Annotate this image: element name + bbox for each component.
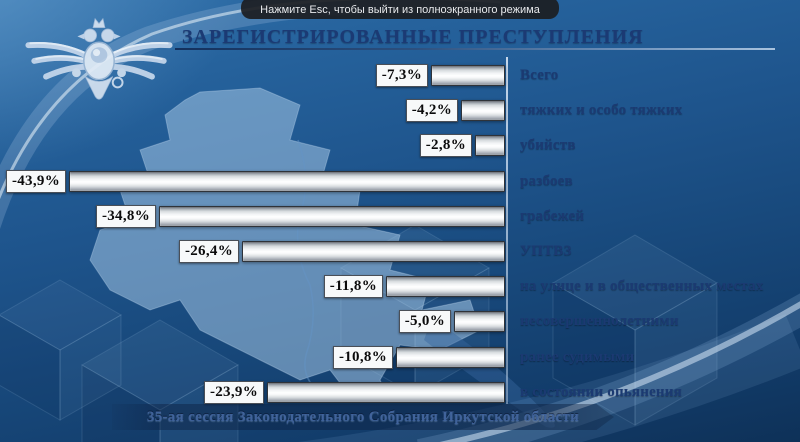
bar-value-chip: -4,2% — [405, 99, 458, 123]
bar — [454, 311, 505, 333]
category-label: ранее судимыми — [520, 348, 635, 365]
bar-group: -26,4% — [0, 234, 505, 269]
bar-group: -7,3% — [0, 58, 505, 93]
chart-row: -2,8% убийств — [0, 128, 800, 163]
chart-row: -23,9% в состоянии опьянения — [0, 375, 800, 410]
bar-group: -10,8% — [0, 340, 505, 375]
bar-group: -34,8% — [0, 199, 505, 234]
bar-group: -4,2% — [0, 93, 505, 128]
bar — [267, 381, 505, 403]
bar — [69, 170, 505, 192]
bar — [159, 205, 505, 227]
category-label: в состоянии опьянения — [520, 383, 682, 400]
slide-title: ЗАРЕГИСТРИРОВАННЫЕ ПРЕСТУПЛЕНИЯ — [182, 26, 644, 48]
toast-text: Нажмите Esc, чтобы выйти из полноэкранно… — [260, 4, 540, 16]
bar — [396, 346, 505, 368]
bar-value-chip: -7,3% — [375, 64, 428, 87]
bar-value-chip: -26,4% — [178, 240, 239, 263]
bar — [475, 135, 505, 157]
category-label: Всего — [520, 67, 559, 83]
bar — [461, 100, 505, 122]
category-label: грабежей — [520, 207, 585, 224]
chart-axis-line — [506, 57, 508, 404]
eagle-icon — [25, 17, 173, 100]
chart-row: -4,2% тяжких и особо тяжких — [0, 93, 800, 128]
bar-group: -5,0% — [0, 304, 505, 339]
category-label: разбоев — [520, 172, 573, 189]
chart-row: -43,9% разбоев — [0, 164, 800, 199]
bar-group: -43,9% — [0, 164, 505, 199]
bar-value-chip: -2,8% — [419, 134, 472, 158]
bar-value-chip: -23,9% — [203, 380, 264, 404]
footer-banner: 35-ая сессия Законодательного Собрания И… — [112, 404, 614, 430]
chart-row: -11,8% на улице и в общественных местах — [0, 269, 800, 304]
category-label: несовершеннолетними — [520, 313, 679, 330]
bar-value-chip: -34,8% — [95, 204, 156, 228]
chart-row: -5,0% несовершеннолетними — [0, 304, 800, 339]
category-label: убийств — [520, 137, 576, 154]
bar-value-chip: -10,8% — [332, 345, 393, 369]
bar-value-chip: -11,8% — [323, 275, 383, 299]
fullscreen-exit-toast: Нажмите Esc, чтобы выйти из полноэкранно… — [241, 0, 559, 19]
bar-group: -23,9% — [0, 375, 505, 410]
bar-group: -2,8% — [0, 128, 505, 163]
category-label: тяжких и особо тяжких — [520, 102, 683, 119]
chart-row: -26,4% УПТВЗ — [0, 234, 800, 269]
bar-value-chip: -43,9% — [5, 169, 66, 193]
footer-text: 35-ая сессия Законодательного Собрания И… — [146, 408, 580, 425]
bar — [386, 276, 505, 298]
mvd-emblem — [25, 17, 173, 100]
cube-pattern — [0, 224, 718, 442]
category-label: на улице и в общественных местах — [520, 278, 764, 295]
title-underline — [175, 48, 775, 50]
bar-value-chip: -5,0% — [398, 310, 451, 334]
chart-row: -7,3% Всего — [0, 58, 800, 93]
bar-group: -11,8% — [0, 269, 505, 304]
bar — [431, 65, 505, 86]
chart-row: -34,8% грабежей — [0, 199, 800, 234]
bar — [242, 241, 505, 262]
chart-row: -10,8% ранее судимыми — [0, 340, 800, 375]
category-label: УПТВЗ — [520, 243, 572, 259]
